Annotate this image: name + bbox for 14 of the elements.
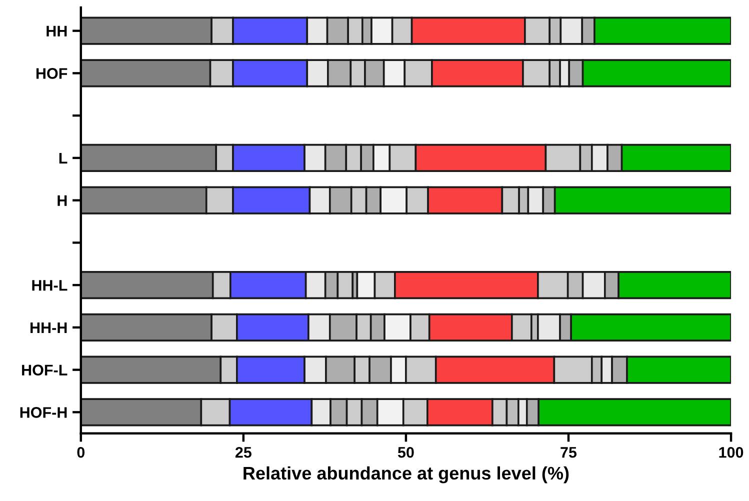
y-tick-label: L (59, 152, 68, 164)
y-tick-label: HOF (36, 68, 68, 79)
y-tick-label: H (58, 195, 67, 206)
x-tick-label: 25 (235, 446, 252, 458)
x-tick-label: 50 (398, 446, 414, 458)
x-axis-title: Relative abundance at genus level (%) (244, 466, 569, 484)
x-tick-label: 100 (719, 446, 744, 458)
y-tick-label: HH-H (30, 322, 67, 333)
y-tick-label: HH (46, 26, 67, 36)
x-tick-label: 75 (560, 447, 577, 458)
y-tick-label: HOF-L (22, 364, 68, 376)
x-tick-label: 0 (77, 446, 85, 458)
y-tick-label: HH-L (32, 280, 68, 291)
y-tick-label: HOF-H (20, 407, 67, 418)
